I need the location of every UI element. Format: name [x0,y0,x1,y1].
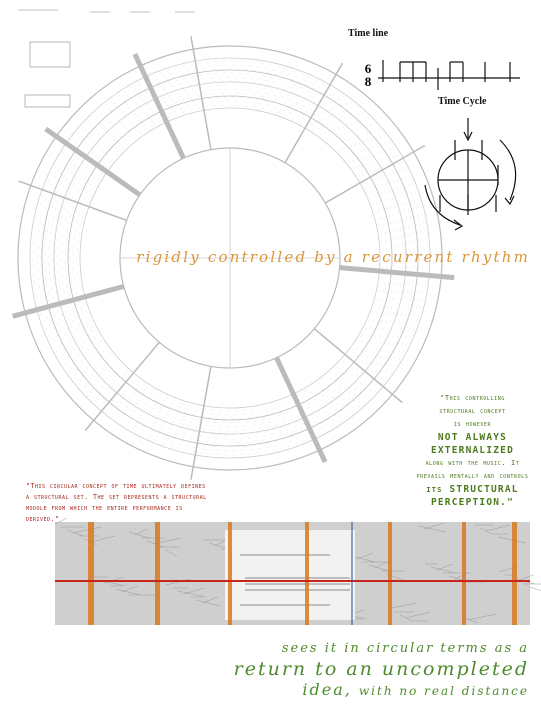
time-cycle-title: Time Cycle [438,96,487,107]
time-line-title: Time line [348,28,389,39]
quote-line: prevails mentally and controls [410,470,535,483]
sector-divider [13,286,124,316]
artwork: Time line 6 8 Time Cycle rigidly control… [0,0,541,708]
poster: Time line 6 8 Time Cycle rigidly control… [0,0,541,708]
quote-emphasis: EXTERNALIZED [410,444,535,457]
closing-word: idea, [302,680,351,699]
time-signature-bottom: 8 [365,74,372,89]
quote-line: derived." [26,514,276,525]
sector-divider [46,129,140,195]
texture [529,587,541,593]
quote-right: "This controlling structural concept is … [410,392,535,509]
closing-line: idea, with no real distance [234,680,529,701]
closing-line: sees it in circular terms as a [234,640,529,658]
sector-divider [135,54,184,158]
quote-line: a structural set. The set represents a s… [26,492,276,503]
sector-divider [85,342,159,430]
closing-rest: with no real distance [359,684,529,698]
sector-divider [285,63,343,163]
quote-emphasis: NOT ALWAYS [410,431,535,444]
sector-divider [191,36,211,149]
headline: rigidly controlled by a recurrent rhythm [136,248,530,266]
time-line-notes [378,60,520,90]
time-cycle-diagram [425,118,516,230]
quote-line: module from which the entire performance… [26,503,276,514]
quote-line: along with the music. It [410,457,535,470]
quote-left: "This circular concept of time ultimatel… [26,481,276,525]
thumbnails [18,10,195,107]
quote-line: is however [410,418,535,431]
sector-divider [325,146,425,204]
closing-text: sees it in circular terms as a return to… [234,640,529,701]
quote-line: "This circular concept of time ultimatel… [26,481,276,492]
sector-divider [314,329,402,403]
sector-divider [340,268,455,278]
quote-emphasis: its STRUCTURAL [410,483,535,496]
quote-line: structural concept [410,405,535,418]
sector-divider [191,366,211,479]
sector-divider [276,358,325,462]
quote-line: "This controlling [410,392,535,405]
closing-line: return to an uncompleted [234,658,529,680]
quote-emphasis: PERCEPTION." [410,496,535,509]
score-strip [55,518,541,625]
